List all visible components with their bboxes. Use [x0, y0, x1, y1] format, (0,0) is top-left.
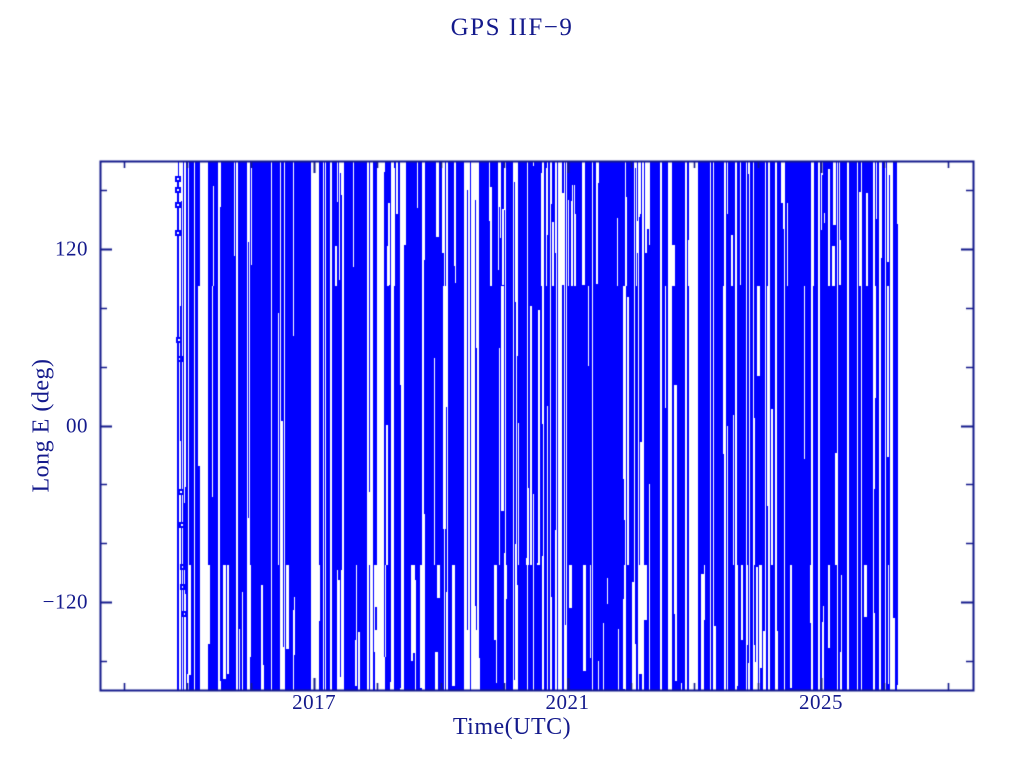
y-tick-label-120: 120	[55, 236, 88, 261]
chart-title: GPS IIF−9	[450, 14, 574, 41]
y-tick-label-0: 00	[66, 413, 88, 437]
x-tick-label-2021: 2021	[545, 690, 590, 714]
x-tick-label-2017: 2017	[292, 690, 337, 714]
y-tick-label--120: −120	[42, 589, 88, 614]
x-axis-title: Time(UTC)	[452, 714, 572, 740]
x-tick-label-2025: 2025	[798, 690, 843, 714]
